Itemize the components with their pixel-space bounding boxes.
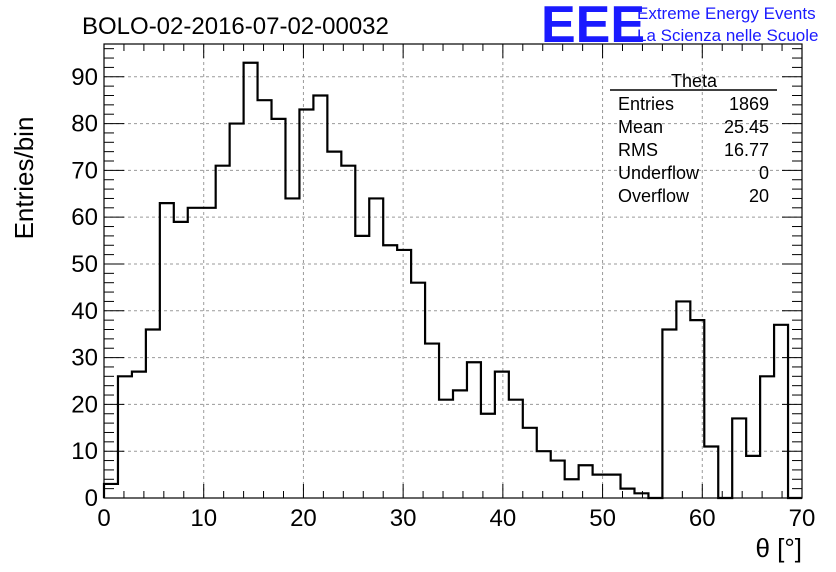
x-tick-label: 50 xyxy=(589,505,616,532)
x-tick-label: 70 xyxy=(789,505,816,532)
x-tick-label: 0 xyxy=(97,505,110,532)
logo-line-2: La Scienza nelle Scuole xyxy=(637,26,818,45)
logo-line-1: Extreme Energy Events xyxy=(637,4,816,23)
stats-title: Theta xyxy=(671,71,718,91)
y-tick-label: 0 xyxy=(85,485,98,512)
stats-value-entries: 1869 xyxy=(729,94,769,114)
x-tick-label: 10 xyxy=(190,505,217,532)
y-tick-label: 60 xyxy=(71,204,98,231)
stats-label-mean: Mean xyxy=(618,117,663,137)
stats-label-overflow: Overflow xyxy=(618,186,690,206)
logo-mark: EEE xyxy=(541,0,645,54)
axis-ticks xyxy=(103,44,803,499)
y-tick-label: 50 xyxy=(71,251,98,278)
stats-label-underflow: Underflow xyxy=(618,163,700,183)
chart-title: BOLO-02-2016-07-02-00032 xyxy=(82,13,389,40)
y-tick-label: 40 xyxy=(71,298,98,325)
histogram-line xyxy=(102,61,802,500)
y-tick-label: 90 xyxy=(71,64,98,91)
stats-label-rms: RMS xyxy=(618,140,658,160)
y-tick-label: 70 xyxy=(71,157,98,184)
stats-value-underflow: 0 xyxy=(759,163,769,183)
x-axis-label: θ [°] xyxy=(755,533,802,563)
y-tick-label: 20 xyxy=(71,391,98,418)
y-tick-label: 30 xyxy=(71,345,98,372)
stats-value-overflow: 20 xyxy=(749,186,769,206)
y-tick-label: 10 xyxy=(71,438,98,465)
tick-labels: 0 10 20 30 40 50 60 70 0 10 20 30 40 50 60 70 80 90 xyxy=(71,64,815,532)
plot-frame xyxy=(103,43,803,499)
x-tick-label: 40 xyxy=(490,505,517,532)
x-tick-label: 30 xyxy=(390,505,417,532)
stats-box: Theta Entries 1869 Mean 25.45 RMS 16.77 … xyxy=(610,71,777,206)
stats-value-mean: 25.45 xyxy=(724,117,769,137)
y-tick-label: 80 xyxy=(71,111,98,138)
stats-label-entries: Entries xyxy=(618,94,674,114)
y-axis-label: Entries/bin xyxy=(9,117,39,240)
stats-value-rms: 16.77 xyxy=(724,140,769,160)
grid xyxy=(104,44,802,498)
x-tick-label: 20 xyxy=(290,505,317,532)
logo: EEE Extreme Energy Events La Scienza nel… xyxy=(541,0,818,54)
x-tick-label: 60 xyxy=(689,505,716,532)
